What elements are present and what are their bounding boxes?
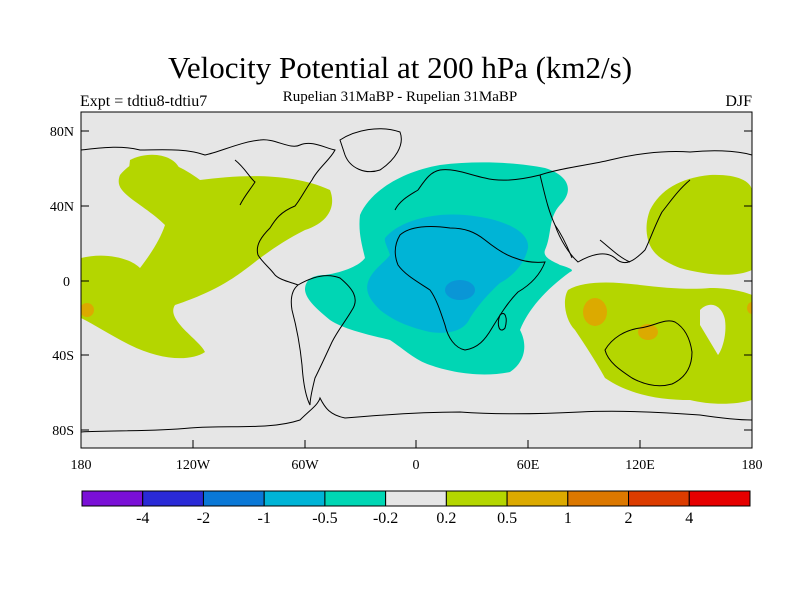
colorbar-swatch xyxy=(445,490,508,507)
region-dateline-maximum xyxy=(81,303,94,317)
colorbar-label: 0.5 xyxy=(497,510,517,527)
colorbar-label: 0.2 xyxy=(436,510,456,527)
region-north-pacific-positive-patch xyxy=(128,154,180,182)
region-far-east-maximum xyxy=(747,302,752,314)
colorbar-swatch xyxy=(385,490,447,507)
region-africa-core xyxy=(445,280,475,300)
colorbar-label: 1 xyxy=(564,510,572,527)
season-label: DJF xyxy=(725,93,752,110)
x-ticks xyxy=(80,440,753,448)
y-tick-label: 40S xyxy=(52,349,74,364)
y-tick-label: 40N xyxy=(50,200,74,215)
x-tick-label: 120W xyxy=(176,458,211,473)
colorbar-label: -0.5 xyxy=(312,510,337,527)
x-tick-label: 60E xyxy=(517,458,540,473)
region-north-pacific-positive xyxy=(81,159,333,359)
colorbar xyxy=(81,490,751,507)
colorbar-labels: -4 -2 -1 -0.5 -0.2 0.2 0.5 1 2 4 xyxy=(136,510,693,527)
colorbar-label: -0.2 xyxy=(373,510,398,527)
colorbar-swatch xyxy=(324,490,387,507)
colorbar-swatch xyxy=(567,490,630,507)
x-tick-label: 120E xyxy=(625,458,655,473)
colorbar-swatch xyxy=(688,490,751,507)
y-tick-label: 0 xyxy=(63,275,70,290)
y-ticks xyxy=(81,130,752,431)
y-tick-label: 80S xyxy=(52,424,74,439)
colorbar-swatch xyxy=(506,490,569,507)
x-tick-label: 180 xyxy=(71,458,92,473)
colorbar-label: 2 xyxy=(625,510,633,527)
colorbar-swatch xyxy=(142,490,204,507)
colorbar-label: -2 xyxy=(197,510,210,527)
region-australia-gap xyxy=(700,304,726,355)
colorbar-label: -1 xyxy=(258,510,271,527)
plot-title: Velocity Potential at 200 hPa (km2/s) xyxy=(167,50,633,85)
colorbar-swatch xyxy=(628,490,690,507)
x-tick-label: 0 xyxy=(413,458,420,473)
region-africa-strong-negative xyxy=(367,214,529,333)
plot-subtitle: Rupelian 31MaBP - Rupelian 31MaBP xyxy=(282,89,518,105)
region-indian-ocean-maximum xyxy=(583,298,607,326)
colorbar-swatch xyxy=(202,490,265,507)
y-tick-label: 80N xyxy=(50,125,74,140)
coastlines xyxy=(81,128,752,433)
colorbar-label: -4 xyxy=(136,510,149,527)
region-west-pacific-positive xyxy=(646,174,752,275)
x-tick-label: 180 xyxy=(742,458,763,473)
colorbar-label: 4 xyxy=(685,510,693,527)
x-tick-label: 60W xyxy=(291,458,319,473)
colorbar-swatch xyxy=(81,490,144,507)
experiment-label: Expt = tdtiu8-tdtiu7 xyxy=(80,93,208,110)
colorbar-swatch xyxy=(263,490,326,507)
